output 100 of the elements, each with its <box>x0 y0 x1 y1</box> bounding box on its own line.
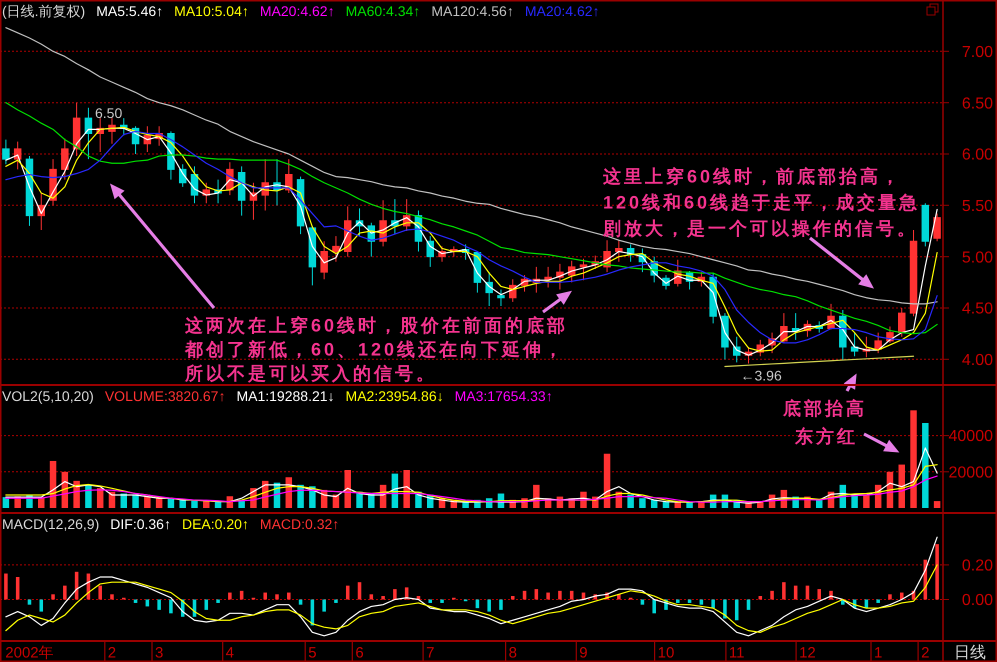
candlestick <box>933 213 941 242</box>
bar <box>110 594 114 600</box>
bar <box>134 599 138 603</box>
x-tick-label: 3 <box>154 644 164 662</box>
y-tick-label: 4.50 <box>962 300 994 318</box>
x-tick-label: 10 <box>658 644 674 662</box>
bar <box>179 500 186 508</box>
bar <box>534 589 538 600</box>
bar <box>203 501 210 508</box>
x-tick-label: 2 <box>921 644 930 662</box>
bar <box>156 498 162 508</box>
y-tick-label: 0.00 <box>962 592 994 610</box>
bar <box>639 498 646 508</box>
bar <box>817 589 821 600</box>
bar <box>132 494 139 508</box>
x-tick-label: 9 <box>579 644 588 662</box>
candlestick <box>544 266 552 288</box>
bar <box>935 544 939 600</box>
candlestick <box>61 138 69 180</box>
bar <box>864 599 868 608</box>
bar <box>4 574 8 600</box>
bar <box>298 599 302 605</box>
bar <box>85 484 92 508</box>
x-tick-label: 1 <box>874 644 882 662</box>
y-tick-label: 40000 <box>948 428 994 446</box>
bar <box>370 594 374 600</box>
bar <box>358 582 362 600</box>
bar <box>723 599 727 619</box>
x-tick-label: 2002年 <box>5 644 54 662</box>
bar <box>650 500 658 508</box>
candlestick <box>84 107 92 160</box>
legend: MACD(12,26,9) DIF:0.36↑ DEA:0.20↑ MACD:0.32↑ <box>2 516 340 532</box>
bar <box>346 586 350 600</box>
bar <box>900 592 904 600</box>
bar <box>169 599 173 614</box>
bar <box>228 592 232 600</box>
bar <box>393 589 397 600</box>
bar <box>332 494 340 508</box>
line-series <box>5 564 938 633</box>
y-tick-label: 5.00 <box>962 249 994 266</box>
bar <box>888 594 892 600</box>
bar <box>28 599 32 605</box>
bar <box>108 492 116 508</box>
y-tick-label: 7.00 <box>962 44 994 61</box>
candlestick <box>332 236 340 262</box>
line-series <box>5 27 938 304</box>
bar <box>428 599 432 603</box>
bar <box>734 599 738 620</box>
bar <box>214 502 222 508</box>
candlestick <box>2 139 10 165</box>
line-series <box>5 447 938 504</box>
bar <box>876 599 880 603</box>
bar <box>627 494 634 508</box>
bar <box>334 599 338 603</box>
bar <box>2 497 10 508</box>
bar <box>275 594 279 600</box>
x-axis-title: 日线 <box>954 644 986 662</box>
bar <box>782 582 786 600</box>
legend: VOL2(5,10,20) VOLUME:3820.67↑ MA1:19288.21↓ MA2:23954.86↓ MA3:17654.33↑ <box>2 388 553 404</box>
bar <box>898 464 905 508</box>
bar <box>63 586 67 600</box>
y-tick-label: 6.00 <box>962 146 994 164</box>
candlestick <box>850 332 858 357</box>
bar <box>157 599 161 610</box>
bar <box>392 474 398 508</box>
bar <box>381 596 385 600</box>
bar <box>120 494 128 508</box>
bar <box>570 590 574 600</box>
bar <box>98 586 102 600</box>
x-tick-label: 4 <box>226 644 234 662</box>
bar <box>558 590 562 600</box>
bar <box>146 599 150 606</box>
y-tick-label: 0.20 <box>962 558 994 574</box>
bar <box>216 599 220 603</box>
bar <box>487 599 491 612</box>
bar <box>816 500 822 508</box>
bar <box>806 586 810 600</box>
bar <box>16 577 20 600</box>
bar <box>688 599 692 603</box>
candlestick <box>792 312 800 340</box>
candlestick <box>320 240 328 280</box>
bar <box>499 599 503 610</box>
x-tick-label: 8 <box>508 644 517 662</box>
annotation: ←3.96 <box>740 367 782 384</box>
bar <box>546 592 550 600</box>
bar <box>522 590 526 600</box>
candlestick <box>615 240 623 262</box>
bar <box>922 422 929 508</box>
bar <box>711 599 715 608</box>
bar <box>794 586 798 600</box>
x-tick-label: 6 <box>355 644 364 662</box>
bar <box>476 599 480 608</box>
candlestick <box>72 102 80 157</box>
candlestick <box>238 166 246 216</box>
bar <box>440 599 444 603</box>
candlestick <box>721 312 729 360</box>
x-tick-label: 7 <box>426 644 434 662</box>
candlestick <box>580 258 588 281</box>
bar <box>344 470 351 508</box>
bar <box>770 590 774 600</box>
